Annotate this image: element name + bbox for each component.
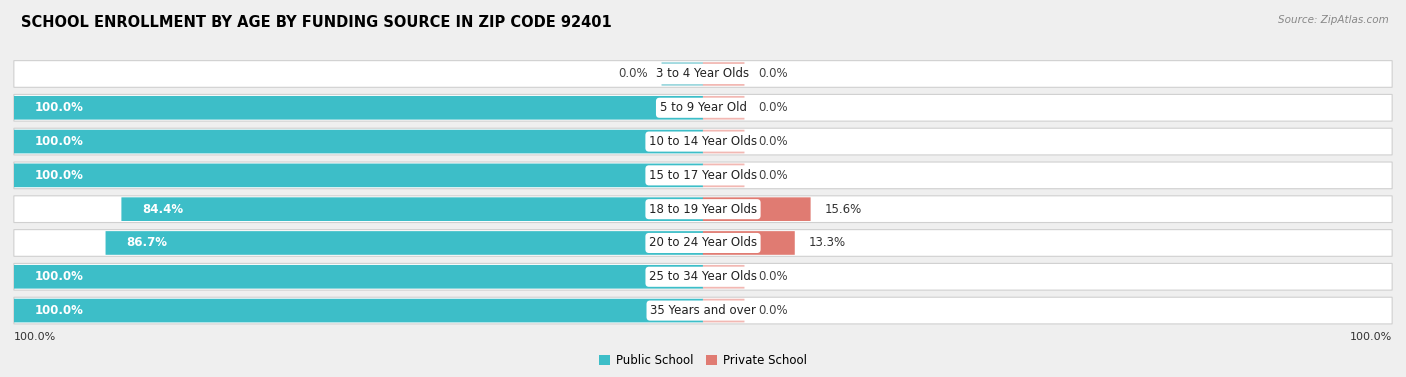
FancyBboxPatch shape [703,197,811,221]
Text: 100.0%: 100.0% [35,304,83,317]
Text: 0.0%: 0.0% [758,270,787,283]
FancyBboxPatch shape [662,62,703,86]
FancyBboxPatch shape [14,94,1392,121]
FancyBboxPatch shape [14,265,703,289]
Text: 0.0%: 0.0% [758,169,787,182]
FancyBboxPatch shape [14,162,1392,189]
Text: 100.0%: 100.0% [35,101,83,114]
FancyBboxPatch shape [14,96,703,120]
FancyBboxPatch shape [703,62,744,86]
Text: 0.0%: 0.0% [758,135,787,148]
FancyBboxPatch shape [703,265,744,289]
Text: 20 to 24 Year Olds: 20 to 24 Year Olds [650,236,756,250]
Text: 5 to 9 Year Old: 5 to 9 Year Old [659,101,747,114]
Text: 0.0%: 0.0% [758,304,787,317]
Text: 35 Years and over: 35 Years and over [650,304,756,317]
FancyBboxPatch shape [703,130,744,153]
FancyBboxPatch shape [14,297,1392,324]
FancyBboxPatch shape [14,264,1392,290]
Text: 18 to 19 Year Olds: 18 to 19 Year Olds [650,203,756,216]
Text: Source: ZipAtlas.com: Source: ZipAtlas.com [1278,15,1389,25]
FancyBboxPatch shape [14,299,703,322]
FancyBboxPatch shape [14,130,703,153]
Text: 100.0%: 100.0% [14,332,56,342]
FancyBboxPatch shape [105,231,703,255]
Text: 86.7%: 86.7% [127,236,167,250]
Text: 84.4%: 84.4% [142,203,183,216]
Text: 0.0%: 0.0% [758,101,787,114]
FancyBboxPatch shape [703,231,794,255]
Text: 0.0%: 0.0% [619,67,648,80]
FancyBboxPatch shape [14,230,1392,256]
Text: 100.0%: 100.0% [35,169,83,182]
Text: 15 to 17 Year Olds: 15 to 17 Year Olds [650,169,756,182]
Text: 0.0%: 0.0% [758,67,787,80]
FancyBboxPatch shape [703,96,744,120]
Text: 100.0%: 100.0% [35,270,83,283]
FancyBboxPatch shape [14,128,1392,155]
Text: 10 to 14 Year Olds: 10 to 14 Year Olds [650,135,756,148]
Text: SCHOOL ENROLLMENT BY AGE BY FUNDING SOURCE IN ZIP CODE 92401: SCHOOL ENROLLMENT BY AGE BY FUNDING SOUR… [21,15,612,30]
Text: 15.6%: 15.6% [824,203,862,216]
FancyBboxPatch shape [14,61,1392,87]
FancyBboxPatch shape [703,164,744,187]
Legend: Public School, Private School: Public School, Private School [593,349,813,372]
Text: 100.0%: 100.0% [1350,332,1392,342]
Text: 13.3%: 13.3% [808,236,845,250]
Text: 25 to 34 Year Olds: 25 to 34 Year Olds [650,270,756,283]
FancyBboxPatch shape [14,196,1392,222]
FancyBboxPatch shape [14,164,703,187]
Text: 100.0%: 100.0% [35,135,83,148]
FancyBboxPatch shape [121,197,703,221]
Text: 3 to 4 Year Olds: 3 to 4 Year Olds [657,67,749,80]
FancyBboxPatch shape [703,299,744,322]
